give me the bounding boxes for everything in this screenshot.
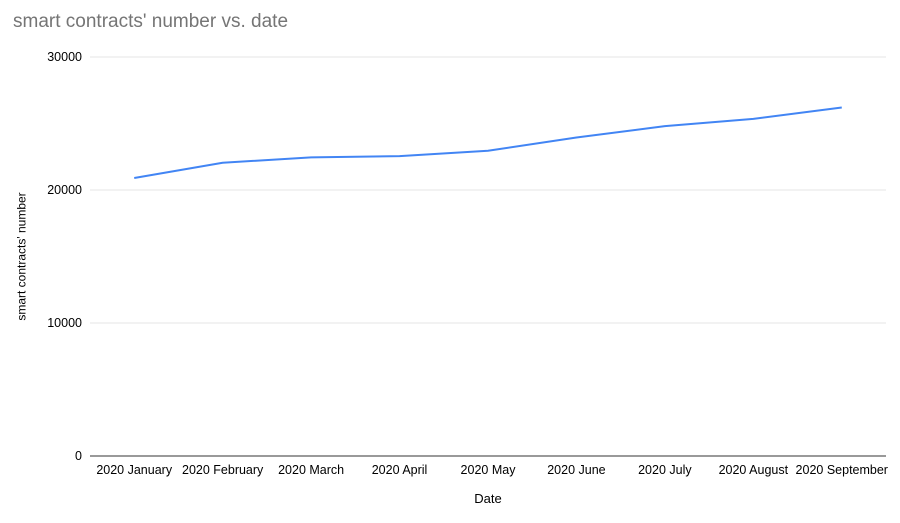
x-axis-title: Date: [474, 491, 502, 506]
y-tick-label: 10000: [47, 316, 82, 330]
x-tick-label: 2020 April: [371, 463, 428, 477]
x-tick-label: 2020 July: [638, 463, 692, 477]
y-tick-label: 30000: [47, 50, 82, 64]
chart-title: smart contracts' number vs. date: [13, 11, 289, 32]
x-tick-label: 2020 February: [182, 463, 264, 477]
series-line: [134, 106, 842, 180]
y-axis-title: smart contracts' number: [14, 192, 29, 321]
x-tick-label: 2020 May: [460, 463, 516, 477]
x-tick-label: 2020 June: [547, 463, 606, 477]
y-tick-label: 0: [75, 449, 82, 463]
y-tick-label: 20000: [47, 183, 82, 197]
x-tick-label: 2020 March: [278, 463, 345, 477]
x-tick-label: 2020 August: [718, 463, 789, 477]
x-tick-label: 2020 January: [96, 463, 173, 477]
x-tick-label: 2020 September: [795, 463, 888, 477]
